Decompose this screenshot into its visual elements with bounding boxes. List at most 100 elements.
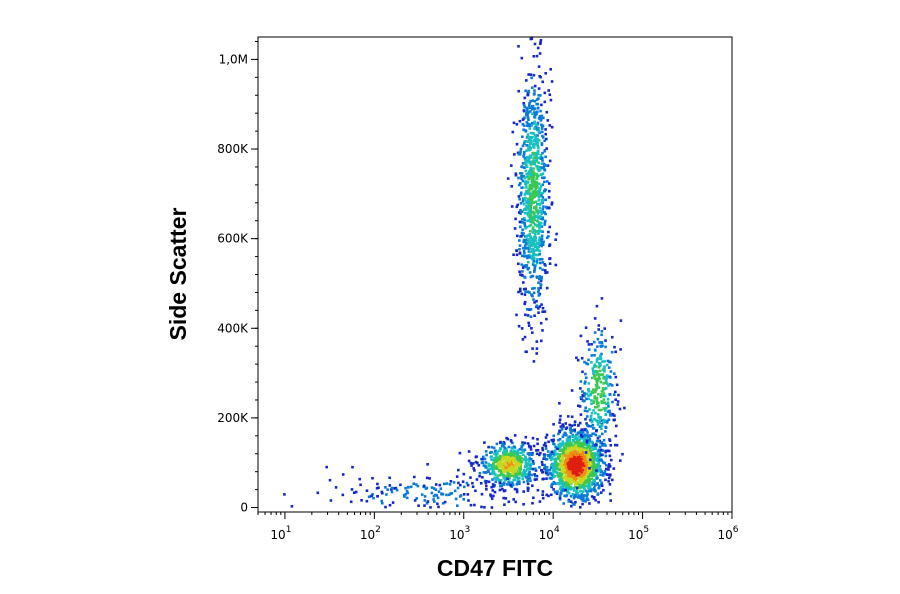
data-point: [498, 481, 502, 485]
data-point: [518, 252, 522, 255]
data-point: [445, 482, 449, 485]
data-point: [563, 463, 566, 467]
data-point: [519, 468, 522, 471]
data-point: [614, 443, 617, 447]
data-point: [502, 489, 506, 493]
data-point: [425, 476, 429, 480]
data-point: [587, 483, 590, 487]
data-point: [516, 449, 520, 452]
data-point: [595, 384, 599, 387]
data-point: [506, 466, 510, 470]
data-point: [539, 238, 543, 241]
data-point: [390, 486, 394, 490]
data-point: [575, 491, 578, 494]
data-point: [560, 489, 563, 492]
data-point: [531, 216, 534, 220]
data-point: [519, 150, 522, 153]
data-point: [527, 321, 530, 325]
data-point: [553, 460, 557, 464]
data-point: [564, 442, 567, 445]
data-point: [432, 487, 436, 490]
data-point: [597, 461, 600, 464]
data-point: [561, 435, 565, 439]
data-point: [515, 142, 519, 146]
data-point: [600, 297, 604, 300]
data-point: [583, 446, 586, 450]
data-point: [568, 428, 572, 432]
data-point: [585, 397, 588, 401]
data-point: [585, 376, 588, 380]
data-point: [579, 460, 583, 463]
data-point: [538, 223, 542, 227]
data-point: [544, 269, 547, 272]
data-point: [490, 458, 493, 461]
data-point: [586, 415, 589, 418]
data-point: [583, 477, 587, 480]
data-point: [595, 464, 599, 467]
data-point: [579, 496, 582, 500]
data-point: [538, 277, 541, 281]
data-point: [597, 328, 600, 331]
data-point: [587, 348, 591, 351]
data-point: [490, 485, 493, 489]
data-point: [525, 172, 528, 176]
data-point: [528, 184, 531, 188]
data-point: [575, 446, 579, 450]
data-point: [538, 500, 542, 503]
data-point: [519, 225, 522, 229]
data-point: [529, 166, 533, 170]
data-point: [545, 457, 549, 461]
data-point: [519, 473, 523, 476]
data-point: [552, 423, 555, 426]
data-point: [567, 484, 571, 487]
data-point: [596, 345, 599, 348]
data-point: [542, 205, 545, 208]
data-point: [536, 246, 539, 250]
data-point: [542, 453, 546, 456]
data-point: [540, 192, 543, 195]
data-point: [541, 191, 545, 195]
data-point: [388, 484, 392, 487]
data-point: [437, 505, 440, 509]
data-point: [528, 104, 531, 107]
data-point: [603, 472, 607, 475]
data-point: [600, 400, 603, 403]
data-point: [564, 494, 568, 498]
data-point: [541, 496, 545, 500]
data-point: [530, 293, 534, 297]
data-point: [523, 300, 527, 304]
data-point: [516, 456, 520, 459]
data-point: [606, 382, 609, 385]
data-point: [553, 474, 557, 478]
data-point: [578, 435, 581, 438]
data-point: [541, 490, 545, 493]
data-point: [341, 473, 345, 476]
data-point: [502, 452, 505, 456]
data-point: [559, 449, 563, 452]
data-point: [530, 248, 534, 251]
data-point: [541, 196, 545, 199]
data-point: [533, 179, 536, 183]
data-point: [590, 420, 594, 424]
data-point: [370, 494, 373, 498]
data-point: [474, 455, 478, 459]
data-point: [517, 45, 520, 48]
data-point: [579, 334, 583, 338]
data-point: [502, 470, 505, 473]
data-point: [544, 128, 547, 131]
data-point: [585, 429, 588, 433]
data-point: [592, 471, 595, 474]
data-point: [584, 451, 588, 454]
data-point: [534, 244, 538, 248]
data-point: [580, 470, 584, 474]
data-point: [540, 257, 544, 261]
data-point: [596, 420, 599, 424]
data-point: [521, 449, 525, 453]
data-point: [600, 470, 603, 473]
data-point: [501, 456, 505, 459]
data-point: [603, 442, 606, 446]
data-point: [536, 242, 540, 245]
data-point: [543, 221, 547, 224]
data-point: [586, 464, 589, 468]
data-point: [574, 500, 577, 504]
